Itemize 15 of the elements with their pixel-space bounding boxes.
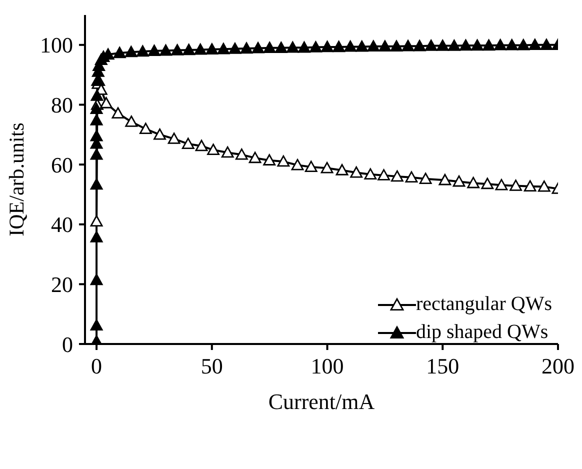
x-tick-label: 200 xyxy=(542,354,574,379)
x-axis-title: Current/mA xyxy=(268,389,375,414)
legend-label: dip shaped QWs xyxy=(416,320,548,345)
y-tick-label: 100 xyxy=(40,32,73,58)
y-tick-label: 40 xyxy=(51,212,73,238)
x-tick-label: 100 xyxy=(310,354,344,379)
x-tick-label: 0 xyxy=(91,354,102,379)
y-axis-title: IQE/arb.units xyxy=(4,122,28,236)
y-tick-label: 0 xyxy=(62,332,73,357)
y-tick-label: 60 xyxy=(51,152,73,178)
y-tick-label: 20 xyxy=(51,272,73,297)
legend-label: rectangular QWs xyxy=(416,292,552,317)
y-tick-label: 80 xyxy=(51,92,73,118)
x-tick-label: 50 xyxy=(200,354,223,379)
x-tick-label: 150 xyxy=(426,354,460,379)
